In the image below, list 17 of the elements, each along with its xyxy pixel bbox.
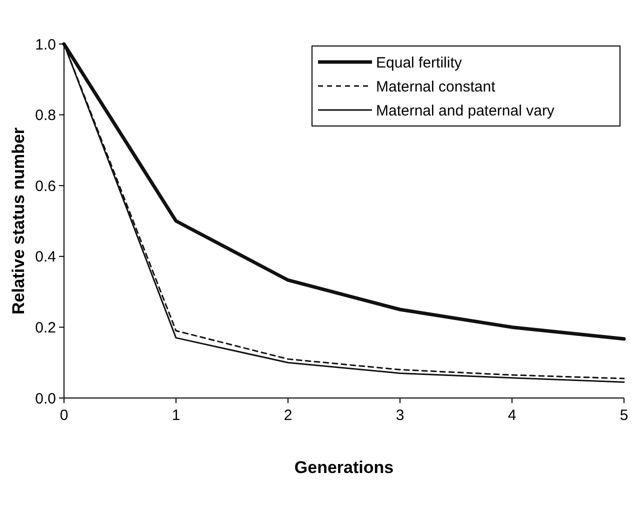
legend-label: Maternal constant [376,78,496,96]
x-tick-label: 3 [396,407,404,424]
y-tick-label: 1.0 [35,36,56,54]
y-tick-label: 0.4 [35,248,56,266]
legend-label: Maternal and paternal vary [376,102,555,120]
y-tick-label: 0.6 [35,178,56,195]
y-axis-title: Relative status number [9,127,28,315]
x-tick-label: 4 [508,407,516,424]
x-axis-title: Generations [294,458,394,477]
x-tick-label: 5 [620,407,628,424]
y-tick-label: 0.0 [35,390,56,408]
y-tick-label: 0.8 [35,107,56,124]
y-tick-label: 0.2 [35,319,56,336]
x-tick-label: 1 [172,407,180,424]
legend-label: Equal fertility [376,54,462,72]
x-tick-label: 2 [284,407,292,424]
x-tick-label: 0 [60,407,68,424]
